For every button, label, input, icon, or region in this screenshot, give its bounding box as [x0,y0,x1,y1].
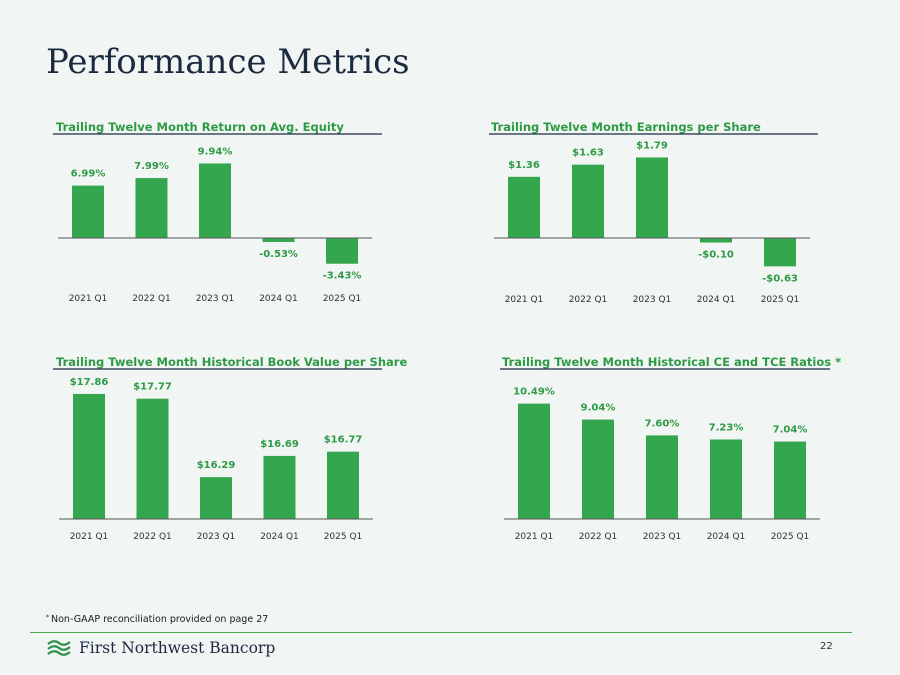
data-label: 6.99% [71,169,106,180]
footnote-marker: * [46,614,49,621]
data-label: 10.49% [513,387,555,398]
bar-2024-q1 [262,238,295,242]
company-logo: First Northwest Bancorp [46,638,275,658]
page-number: 22 [820,641,833,652]
page-title: Performance Metrics [46,42,410,82]
wave-logo-icon [47,640,71,656]
data-label: $16.69 [260,439,299,450]
data-label: 7.99% [134,161,169,172]
bar-2024-q1 [700,238,732,243]
chart-4: Trailing Twelve Month Historical CE and … [500,355,841,542]
brand-name: First Northwest Bancorp [79,639,276,657]
data-label: -3.43% [323,271,362,282]
chart-1: Trailing Twelve Month Return on Avg. Equ… [53,120,382,304]
x-tick-label: 2024 Q1 [260,532,299,542]
bar-2025-q1 [774,441,806,519]
x-tick-label: 2023 Q1 [197,532,236,542]
chart-title: Trailing Twelve Month Historical Book Va… [56,355,407,369]
bar-2024-q1 [710,439,742,519]
data-label: $16.29 [197,460,236,471]
x-tick-label: 2021 Q1 [515,532,554,542]
data-label: 7.04% [773,425,808,436]
bar-2022-q1 [135,178,168,238]
chart-title: Trailing Twelve Month Historical CE and … [502,355,841,369]
chart-title: Trailing Twelve Month Return on Avg. Equ… [56,120,344,134]
data-label: $16.77 [324,435,363,446]
data-label: $17.77 [133,382,172,393]
data-label: 7.60% [645,418,680,429]
chart-title: Trailing Twelve Month Earnings per Share [491,120,761,134]
data-label: $1.36 [508,160,540,171]
footer-divider [30,632,852,633]
x-tick-label: 2024 Q1 [697,295,736,305]
chart-3: Trailing Twelve Month Historical Book Va… [53,355,407,542]
x-tick-label: 2023 Q1 [196,294,235,304]
bar-2021-q1 [518,403,550,519]
data-label: 9.04% [581,403,616,414]
data-label: -$0.63 [762,273,798,284]
x-tick-label: 2025 Q1 [323,294,362,304]
bar-2025-q1 [326,238,358,264]
data-label: $1.63 [572,148,604,159]
bar-2022-q1 [582,419,614,519]
bar-2022-q1 [136,398,169,519]
x-tick-label: 2022 Q1 [569,295,608,305]
data-label: -0.53% [259,249,298,260]
bar-2025-q1 [327,451,359,519]
bar-2023-q1 [646,435,678,519]
x-tick-label: 2023 Q1 [643,532,682,542]
x-tick-label: 2025 Q1 [761,295,800,305]
bar-2024-q1 [263,455,296,519]
x-tick-label: 2022 Q1 [133,532,172,542]
x-tick-label: 2021 Q1 [70,532,109,542]
x-tick-label: 2022 Q1 [132,294,171,304]
data-label: $1.79 [636,140,668,151]
bar-2023-q1 [200,477,232,519]
x-tick-label: 2023 Q1 [633,295,672,305]
bar-2023-q1 [636,157,668,238]
x-tick-label: 2025 Q1 [771,532,810,542]
bar-2021-q1 [508,176,540,238]
bar-2021-q1 [72,185,104,238]
x-tick-label: 2025 Q1 [324,532,363,542]
data-label: 9.94% [198,146,233,157]
x-tick-label: 2024 Q1 [707,532,746,542]
x-tick-label: 2021 Q1 [69,294,108,304]
data-label: $17.86 [70,377,109,388]
chart-2: Trailing Twelve Month Earnings per Share… [489,120,818,305]
data-label: 7.23% [709,422,744,433]
footnote-text: Non-GAAP reconciliation provided on page… [51,614,269,625]
x-tick-label: 2024 Q1 [259,294,298,304]
bar-2025-q1 [764,238,796,267]
bar-2022-q1 [572,164,604,238]
x-tick-label: 2021 Q1 [505,295,544,305]
bar-2021-q1 [73,393,105,519]
x-tick-label: 2022 Q1 [579,532,618,542]
data-label: -$0.10 [698,250,734,261]
footnote: * Non-GAAP reconciliation provided on pag… [46,614,268,625]
bar-2023-q1 [199,163,231,238]
